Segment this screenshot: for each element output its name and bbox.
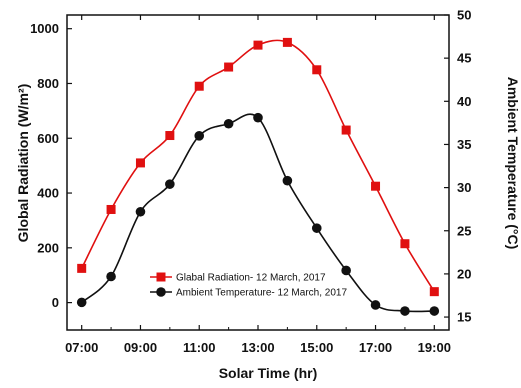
x-tick-label: 11:00	[183, 340, 216, 355]
x-tick-label: 09:00	[124, 340, 157, 355]
ambient-temperature-point	[76, 297, 87, 308]
ambient-temperature-point	[106, 271, 116, 282]
y-left-tick-label: 0	[52, 295, 59, 310]
ambient-temperature-point	[400, 306, 410, 316]
legend-label-global-radiation: Glabal Radiation- 12 March, 2017	[176, 273, 326, 284]
y-left-tick-label: 1000	[30, 21, 59, 36]
x-tick-label: 17:00	[359, 340, 392, 355]
global-radiation-line	[80, 39, 435, 293]
ambient-temperature-point	[311, 223, 322, 233]
y-axis-right-title: Ambient Temperature (°C)	[505, 77, 521, 250]
ambient-temperature-point	[223, 118, 234, 129]
x-tick-label: 07:00	[65, 340, 98, 355]
legend-marker-global-radiation	[156, 272, 166, 282]
y-right-tick-label: 25	[457, 223, 471, 238]
y-right-tick-label: 30	[457, 180, 471, 195]
global-radiation-point	[135, 158, 145, 168]
global-radiation-point	[429, 287, 439, 297]
legend-label-ambient-temperature: Ambient Temperature- 12 March, 2017	[176, 288, 347, 299]
y-axis-left-title: Global Radiation (W/m²)	[15, 84, 31, 243]
x-tick-label: 19:00	[418, 340, 451, 355]
legend: Glabal Radiation- 12 March, 2017 Ambient …	[150, 272, 347, 299]
ambient-temperature-point	[135, 206, 146, 217]
y-right-tick-label: 50	[457, 8, 471, 23]
x-axis-title: Solar Time (hr)	[219, 365, 318, 381]
y-left-tick-label: 800	[37, 76, 59, 91]
ambient-temperature-point	[165, 179, 175, 189]
y-right-tick-label: 45	[457, 51, 471, 66]
x-tick-label: 15:00	[300, 340, 333, 355]
series-layer	[76, 37, 440, 316]
y-right-tick-label: 40	[457, 94, 471, 109]
y-right-tick-label: 15	[457, 310, 471, 325]
x-tick-label: 13:00	[241, 340, 274, 355]
y-left-tick-label: 200	[37, 240, 59, 255]
global-radiation-point	[165, 131, 175, 141]
global-radiation-point	[194, 81, 204, 91]
ambient-temperature-point	[194, 131, 205, 141]
global-radiation-point	[106, 204, 116, 214]
axes-layer: 07:00 09:00 11:00 13:00 15:00 17:00 19:00 0 200 4…	[30, 8, 471, 356]
global-radiation-point	[341, 125, 351, 135]
y-right-tick-label: 20	[457, 266, 471, 281]
global-radiation-point	[282, 37, 292, 47]
legend-marker-ambient-temperature	[156, 287, 166, 297]
ambient-temperature-point	[253, 112, 263, 123]
ambient-temperature-point	[282, 175, 293, 186]
ambient-temperature-point	[370, 300, 381, 310]
global-radiation-point	[224, 62, 234, 72]
ambient-temperature-point	[429, 306, 440, 316]
y-right-tick-label: 35	[457, 137, 471, 152]
global-radiation-point	[253, 40, 263, 50]
ambient-temperature-point	[341, 265, 351, 276]
y-left-tick-label: 400	[37, 186, 59, 201]
global-radiation-point	[77, 263, 87, 273]
global-radiation-point	[312, 65, 322, 75]
global-radiation-point	[371, 181, 381, 191]
global-radiation-point	[400, 239, 410, 249]
y-left-tick-label: 600	[37, 131, 59, 146]
